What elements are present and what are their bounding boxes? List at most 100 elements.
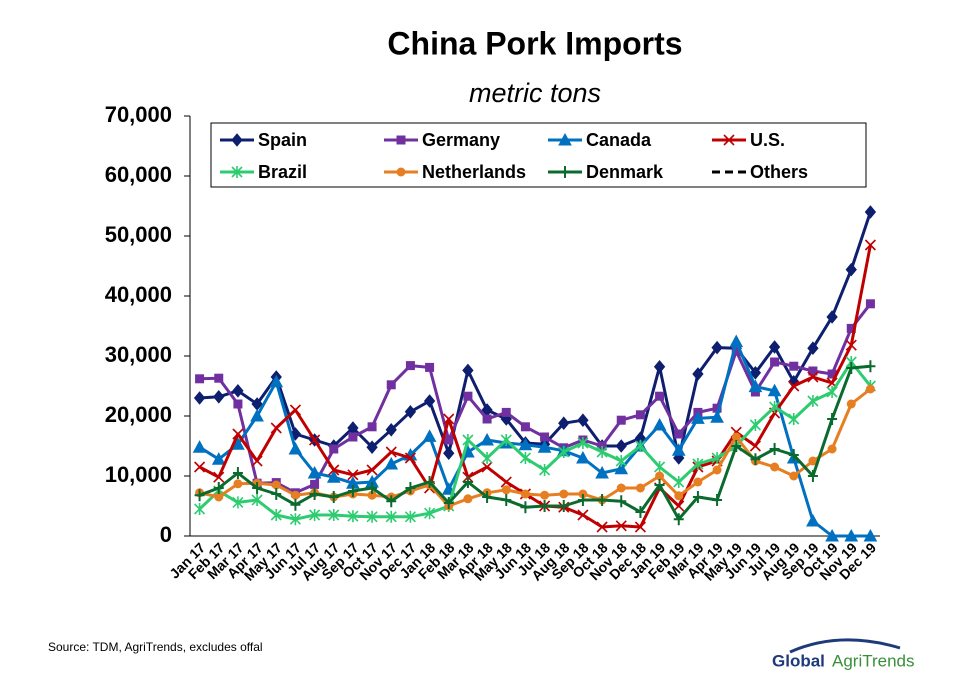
marker [214,373,224,383]
marker [577,509,589,521]
marker [231,166,243,178]
marker [424,507,436,520]
marker [711,340,723,355]
y-tick-label: 40,000 [105,282,172,307]
marker [654,461,666,473]
marker [195,374,205,384]
marker [770,462,780,472]
marker [214,492,224,502]
marker [288,441,303,455]
marker [540,432,550,442]
source-note: Source: TDM, AgriTrends, excludes offal [48,640,263,654]
y-tick-label: 30,000 [105,342,172,367]
marker [615,520,627,532]
marker [444,435,454,445]
marker [596,521,608,533]
marker [518,437,533,451]
marker [385,510,397,523]
marker [213,482,224,494]
marker [270,422,282,434]
marker [500,434,512,446]
marker [386,380,396,390]
marker [193,391,206,405]
marker [520,489,530,499]
marker [864,205,877,219]
marker [692,458,704,470]
marker [328,509,340,521]
marker [405,482,416,494]
marker [808,366,818,376]
marker [252,482,263,494]
marker [559,489,569,499]
marker [635,483,645,493]
marker [347,510,359,523]
marker [846,362,857,374]
y-tick-label: 60,000 [105,162,172,187]
marker [770,357,780,367]
marker [269,374,284,388]
marker [250,408,264,422]
marker [788,413,800,425]
marker [710,410,724,423]
marker [558,500,569,512]
legend: Spain Germany Canada U.S. Brazil Netherlands D… [210,122,867,188]
marker [729,334,744,348]
marker [616,495,627,508]
marker [232,496,244,509]
marker [500,476,512,488]
marker [806,513,820,527]
marker [577,437,589,449]
marker [539,464,551,476]
marker [396,135,406,145]
marker [692,367,704,381]
legend-label: Spain [258,130,307,150]
marker [827,444,837,454]
marker [671,443,686,456]
marker [616,483,626,493]
marker [788,449,799,461]
marker [501,485,511,495]
marker [270,509,282,521]
marker [634,440,646,452]
marker [463,391,473,401]
chart-subtitle: metric tons [469,78,601,108]
marker [826,386,838,398]
marker [577,494,588,506]
marker [443,497,454,509]
marker [231,133,243,147]
marker [723,134,735,146]
marker [194,461,206,473]
marker [213,471,225,483]
marker [367,482,378,494]
marker [309,434,321,446]
marker [807,371,819,383]
marker [749,440,761,452]
marker [749,366,762,380]
marker [329,444,339,454]
marker [520,422,530,432]
marker [194,489,205,502]
marker [386,495,397,508]
marker [233,479,243,489]
marker [462,476,473,488]
marker [654,479,665,491]
marker [731,432,741,442]
marker [462,363,474,378]
y-tick-label: 70,000 [105,102,172,127]
marker [807,395,819,407]
marker [652,417,667,431]
marker [673,476,685,488]
marker [614,461,629,475]
marker [673,513,684,526]
marker [691,411,705,424]
series-line [198,244,872,529]
logo-swoosh [789,638,901,654]
marker [769,443,780,455]
marker [865,299,875,309]
marker [748,379,763,393]
marker [480,432,494,446]
marker [539,500,550,512]
marker [366,440,378,454]
marker [595,465,609,479]
marker [443,446,455,460]
